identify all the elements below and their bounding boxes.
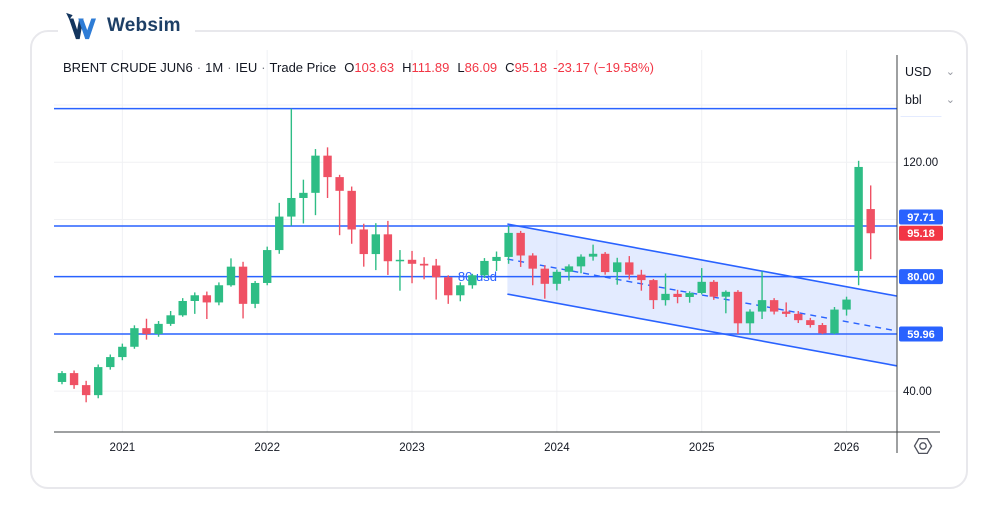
low-label: L bbox=[457, 60, 465, 75]
unit-select[interactable]: bbl ⌄ bbox=[899, 93, 959, 107]
price-line-badge[interactable]: 59.96 bbox=[899, 326, 943, 342]
interval-label: 1M bbox=[205, 60, 224, 75]
chart-legend: BRENT CRUDE JUN6 · 1M · IEU · Trade Price O103.… bbox=[63, 60, 654, 75]
price-axis-label[interactable]: 120.00 bbox=[903, 157, 938, 169]
chevron-down-icon: ⌄ bbox=[945, 94, 955, 106]
svg-text:59.96: 59.96 bbox=[907, 329, 935, 341]
separator-dot: · bbox=[227, 60, 232, 75]
websim-logo: Websim bbox=[58, 10, 195, 42]
unit-label: bbl bbox=[905, 93, 922, 107]
currency-label: USD bbox=[905, 65, 932, 79]
exchange-label: IEU bbox=[235, 60, 258, 75]
price-line-badge[interactable]: 97.71 bbox=[899, 209, 943, 225]
svg-text:97.71: 97.71 bbox=[907, 212, 935, 224]
regression-channel[interactable] bbox=[507, 223, 898, 367]
change-value: -23.17 (−19.58%) bbox=[553, 60, 654, 75]
price-line-badge[interactable]: 80.00 bbox=[899, 269, 943, 285]
close-label: C bbox=[505, 60, 515, 75]
time-axis-label[interactable]: 2025 bbox=[689, 442, 715, 454]
high-label: H bbox=[402, 60, 412, 75]
time-axis-label[interactable]: 2026 bbox=[834, 442, 860, 454]
separator-dot: · bbox=[261, 60, 266, 75]
close-value: 95.18 bbox=[514, 60, 548, 75]
candles bbox=[57, 108, 875, 403]
svg-text:95.18: 95.18 bbox=[907, 228, 935, 240]
time-axis-label[interactable]: 2021 bbox=[110, 442, 136, 454]
chevron-down-icon: ⌄ bbox=[945, 66, 955, 78]
websim-w-icon bbox=[66, 12, 96, 40]
last-price-badge[interactable]: 95.18 bbox=[899, 225, 943, 241]
gridlines bbox=[54, 50, 897, 432]
time-axis-label[interactable]: 2024 bbox=[544, 442, 570, 454]
gear-icon[interactable] bbox=[913, 437, 933, 455]
unit-selector: USD ⌄ bbl ⌄ bbox=[899, 56, 959, 116]
low-value: 86.09 bbox=[464, 60, 498, 75]
price-axis-label[interactable]: 40.00 bbox=[903, 386, 932, 398]
price-type-label: Trade Price bbox=[269, 60, 337, 75]
axes bbox=[54, 55, 940, 453]
time-axis-label[interactable]: 2022 bbox=[254, 442, 280, 454]
svg-text:80.00: 80.00 bbox=[907, 272, 935, 284]
separator-dot: · bbox=[196, 60, 202, 75]
high-value: 111.89 bbox=[411, 60, 450, 75]
open-label: O bbox=[344, 60, 355, 75]
logo-text: Websim bbox=[107, 15, 181, 36]
time-axis-label[interactable]: 2023 bbox=[399, 442, 425, 454]
open-value: 103.63 bbox=[354, 60, 395, 75]
symbol-title: BRENT CRUDE JUN6 bbox=[63, 60, 193, 75]
currency-select[interactable]: USD ⌄ bbox=[899, 65, 959, 79]
